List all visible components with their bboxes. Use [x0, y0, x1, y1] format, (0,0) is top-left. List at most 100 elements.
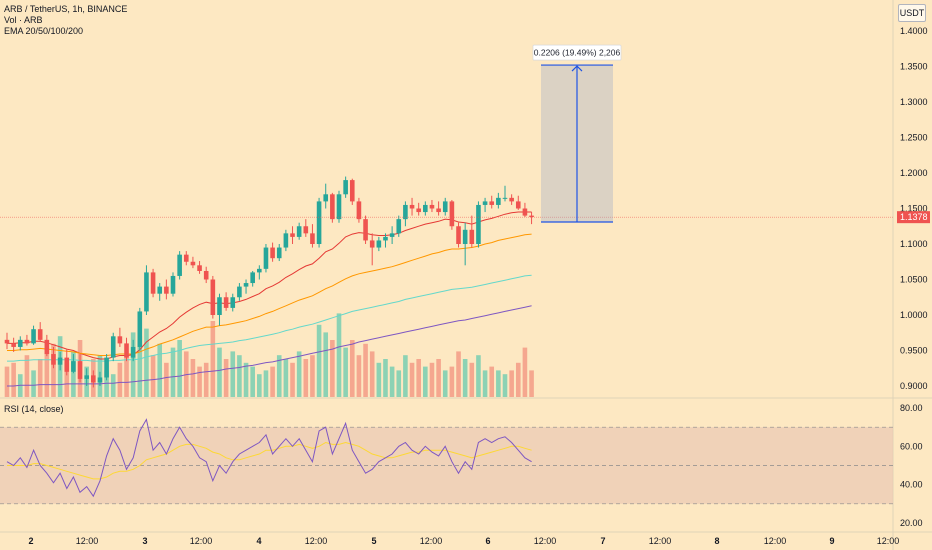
volume-bar: [203, 362, 209, 397]
volume-bar: [230, 351, 236, 397]
candle-body: [223, 297, 229, 308]
volume-bar: [356, 355, 362, 397]
price-tick-label: 1.2000: [900, 168, 928, 178]
candle-body: [509, 197, 514, 202]
candle-body: [290, 233, 295, 237]
candle-body: [24, 339, 30, 344]
volume-bar: [515, 362, 521, 397]
candle-body: [117, 336, 123, 344]
candle-body: [462, 229, 468, 244]
volume-bar: [71, 351, 76, 397]
volume-bar: [330, 340, 335, 397]
currency-button[interactable]: USDT: [898, 4, 926, 22]
candle-body: [403, 204, 408, 220]
volume-bar: [489, 366, 495, 397]
price-tick-label: 1.0500: [900, 275, 928, 285]
time-tick-label: 6: [485, 536, 490, 546]
candle-body: [210, 279, 216, 315]
candle-body: [31, 329, 36, 344]
candle-body: [356, 201, 362, 220]
candle-body: [44, 339, 50, 355]
volume-bar: [296, 351, 302, 397]
price-tick-label: 1.1500: [900, 204, 928, 214]
measure-label: 0.2206 (19.49%) 2,206: [534, 48, 621, 58]
candle-body: [316, 201, 322, 244]
candle-body: [137, 311, 143, 347]
volume-bar: [389, 366, 395, 397]
candle-body: [257, 268, 262, 273]
candle-body: [197, 265, 202, 271]
volume-bar: [310, 355, 315, 397]
time-tick-label: 12:00: [649, 536, 672, 546]
ema-line-3: [7, 274, 532, 362]
ema-lines: [7, 211, 532, 387]
candle-body: [243, 283, 249, 287]
volume-bar: [164, 362, 169, 397]
price-tick-label: 1.2500: [900, 133, 928, 143]
rsi-tick-label: 40.00: [900, 480, 923, 490]
rsi-title[interactable]: RSI (14, close): [4, 404, 64, 414]
legend-ema[interactable]: EMA 20/50/100/200: [4, 26, 84, 36]
volume-bar: [403, 355, 408, 397]
volume-bar: [44, 347, 50, 397]
candle-body: [170, 275, 176, 294]
candle-body: [276, 247, 282, 259]
candle-body: [164, 286, 169, 294]
volume-bar: [376, 362, 382, 397]
volume-bar: [343, 347, 348, 397]
volume-bar: [349, 340, 355, 397]
candle-body: [489, 201, 495, 205]
candle-body: [183, 254, 189, 262]
candle-body: [190, 261, 196, 266]
candle-body: [442, 201, 448, 213]
rsi-tick-label: 20.00: [900, 518, 923, 528]
candle-body: [250, 272, 255, 284]
volume-bar: [449, 366, 455, 397]
volume-bar: [502, 374, 508, 397]
volume-bar: [416, 359, 421, 397]
candle-body: [349, 180, 355, 202]
volume-bar: [456, 351, 461, 397]
legend-volume[interactable]: Vol · ARB: [4, 15, 43, 25]
volume-bar: [369, 351, 375, 397]
ema-line-1: [7, 211, 532, 360]
candle-body: [310, 233, 315, 244]
time-tick-label: 12:00: [420, 536, 443, 546]
volume-bar: [409, 362, 415, 397]
volume-bar: [217, 347, 222, 397]
candle-body: [343, 180, 348, 195]
price-tick-label: 1.4000: [900, 26, 928, 36]
time-axis[interactable]: 2 12:00 3 12:00 4 12:00 5 12:00 6 12:00 7 12:00 8 12:…: [28, 536, 899, 546]
candle-body: [515, 201, 521, 209]
measure-label-box: [532, 44, 622, 61]
rsi-ma-line: [7, 441, 532, 480]
time-tick-label: 12:00: [190, 536, 213, 546]
candle-body: [396, 219, 402, 234]
volume-bar: [110, 374, 116, 397]
candle-body: [97, 377, 103, 383]
time-tick-label: 12:00: [764, 536, 787, 546]
candle-body: [91, 375, 96, 383]
volume-bar: [223, 359, 229, 397]
legend-symbol[interactable]: ARB / TetherUS, 1h, BINANCE: [4, 4, 128, 14]
candle-body: [177, 254, 182, 276]
ema-line-4: [7, 305, 532, 387]
price-axis[interactable]: 1.4000 1.3500 1.3000 1.2500 1.2000 1.1500 1.10…: [897, 26, 930, 528]
candle-body: [263, 247, 269, 269]
volume-bar: [442, 370, 448, 397]
candle-body: [150, 272, 156, 294]
time-tick-label: 12:00: [534, 536, 557, 546]
time-tick-label: 9: [829, 536, 834, 546]
candle-body: [84, 375, 89, 379]
measure-tool[interactable]: 0.2206 (19.49%) 2,206: [532, 44, 622, 223]
rsi-pane: [0, 418, 893, 505]
volume-bar: [482, 370, 488, 397]
candle-body: [203, 270, 209, 280]
volume-bar: [124, 355, 129, 397]
rsi-tick-label: 60.00: [900, 441, 923, 451]
candle-body: [376, 240, 382, 248]
volume-bar: [436, 359, 441, 397]
candle-body: [502, 197, 508, 199]
candle-body: [230, 297, 236, 308]
